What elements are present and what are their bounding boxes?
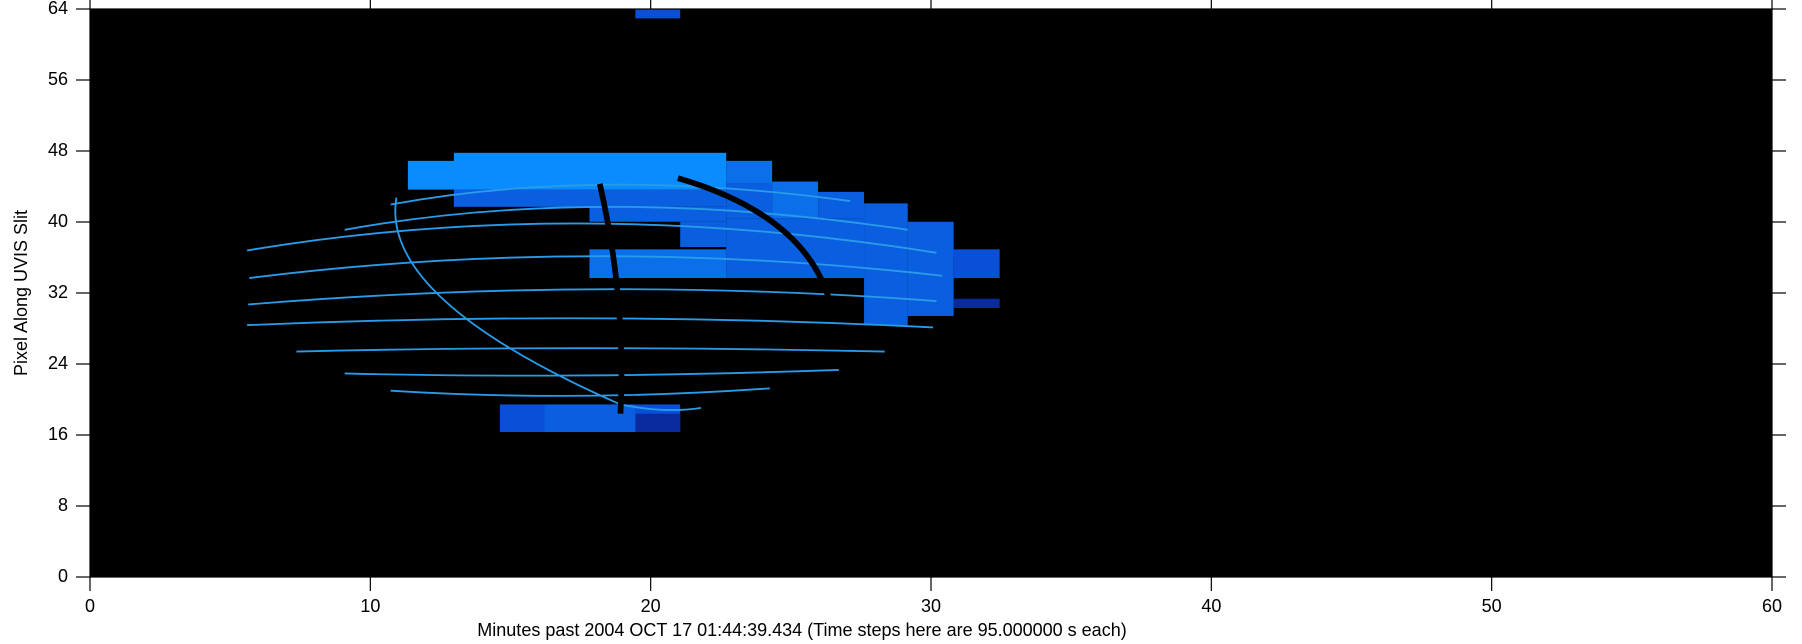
x-tick-label: 60 [1762,596,1782,616]
x-tick-label: 50 [1482,596,1502,616]
y-tick-label: 0 [58,566,68,586]
y-tick-label: 64 [48,0,68,18]
x-tick-label: 10 [360,596,380,616]
y-tick-label: 56 [48,69,68,89]
x-tick-label: 20 [641,596,661,616]
y-tick-label: 32 [48,282,68,302]
y-axis-label: Pixel Along UVIS Slit [11,210,31,376]
x-axis-label: Minutes past 2004 OCT 17 01:44:39.434 (T… [477,620,1126,640]
y-tick-label: 48 [48,140,68,160]
x-tick-label: 30 [921,596,941,616]
y-tick-label: 40 [48,211,68,231]
y-tick-label: 16 [48,424,68,444]
x-tick-label: 0 [85,596,95,616]
x-tick-label: 40 [1201,596,1221,616]
y-tick-label: 8 [58,495,68,515]
y-tick-label: 24 [48,353,68,373]
image-content [246,9,1000,433]
